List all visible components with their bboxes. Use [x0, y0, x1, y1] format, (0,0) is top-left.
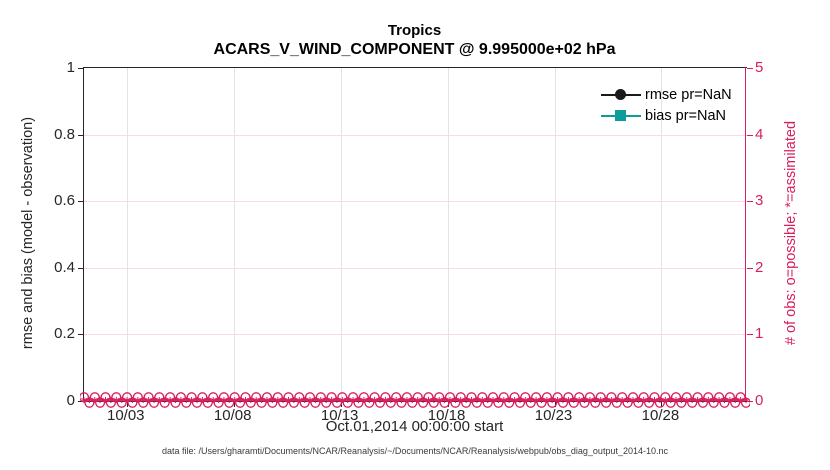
right-y-tick-mark: [747, 68, 753, 69]
legend-label: bias pr=NaN: [645, 107, 726, 124]
vertical-gridline: [233, 68, 235, 401]
x-tick-mark: [554, 401, 556, 407]
left-y-tick-label: 0.8: [54, 125, 75, 143]
rmse-circle-marker: [615, 89, 626, 100]
x-tick-label: 10/23: [534, 407, 573, 424]
left-y-tick-label: 0.4: [54, 258, 75, 276]
x-tick-label: 10/08: [213, 407, 252, 424]
left-y-tick-mark: [78, 334, 84, 336]
legend-marker-sample: [601, 109, 641, 123]
chart-subtitle: ACARS_V_WIND_COMPONENT @ 9.995000e+02 hP…: [213, 41, 616, 58]
right-y-tick-mark: [747, 267, 753, 269]
obs-count-marker-band: [80, 392, 750, 408]
left-y-tick-mark: [78, 401, 84, 402]
right-y-tick-mark: [747, 401, 753, 402]
right-y-tick-label: 3: [755, 192, 764, 210]
left-y-tick-label: 0: [66, 392, 75, 409]
horizontal-gridline: [84, 267, 747, 269]
right-y-axis-label: # of obs: o=possible; *=assimilated: [783, 120, 799, 346]
vertical-gridline: [554, 68, 556, 401]
x-tick-label: 10/13: [320, 407, 359, 424]
chart-title: Tropics: [387, 22, 442, 39]
vertical-gridline: [340, 68, 342, 401]
left-y-tick-label: 0.6: [54, 192, 75, 210]
legend-item: bias pr=NaN: [601, 105, 732, 126]
right-y-tick-mark: [747, 134, 753, 136]
vertical-gridline: [447, 68, 449, 401]
legend: rmse pr=NaN bias pr=NaN: [601, 84, 732, 126]
right-y-tick-label: 5: [755, 59, 764, 76]
x-axis-label: Oct.01,2014 00:00:00 start: [325, 418, 504, 435]
right-y-tick-label: 1: [755, 325, 764, 343]
right-y-tick-label: 0: [755, 392, 764, 409]
x-tick-mark: [126, 401, 128, 407]
right-y-tick-mark: [747, 334, 753, 336]
left-y-tick-label: 1: [66, 59, 75, 76]
legend-item: rmse pr=NaN: [601, 84, 732, 105]
vertical-gridline: [126, 68, 128, 401]
x-tick-label: 10/28: [641, 407, 680, 424]
bias-square-marker: [615, 110, 626, 121]
vertical-gridline: [661, 68, 663, 401]
left-y-tick-label: 0.2: [54, 325, 75, 343]
data-file-caption: data file: /Users/gharamti/Documents/NCA…: [161, 446, 668, 456]
left-y-tick-mark: [78, 68, 84, 69]
left-y-tick-mark: [78, 267, 84, 269]
right-axis-spine: [745, 67, 746, 401]
right-y-tick-label: 2: [755, 258, 764, 276]
right-y-tick-label: 4: [755, 125, 764, 143]
x-tick-label: 10/18: [427, 407, 466, 424]
legend-marker-sample: [601, 88, 641, 102]
left-y-axis-label: rmse and bias (model - observation): [20, 116, 36, 350]
x-tick-mark: [447, 401, 449, 407]
horizontal-gridline: [84, 134, 747, 136]
left-y-tick-mark: [78, 201, 84, 203]
x-tick-mark: [661, 401, 663, 407]
left-y-tick-mark: [78, 134, 84, 136]
right-y-tick-mark: [747, 201, 753, 203]
legend-label: rmse pr=NaN: [645, 86, 732, 103]
horizontal-gridline: [84, 334, 747, 336]
horizontal-gridline: [84, 201, 747, 203]
x-tick-label: 10/03: [106, 407, 145, 424]
